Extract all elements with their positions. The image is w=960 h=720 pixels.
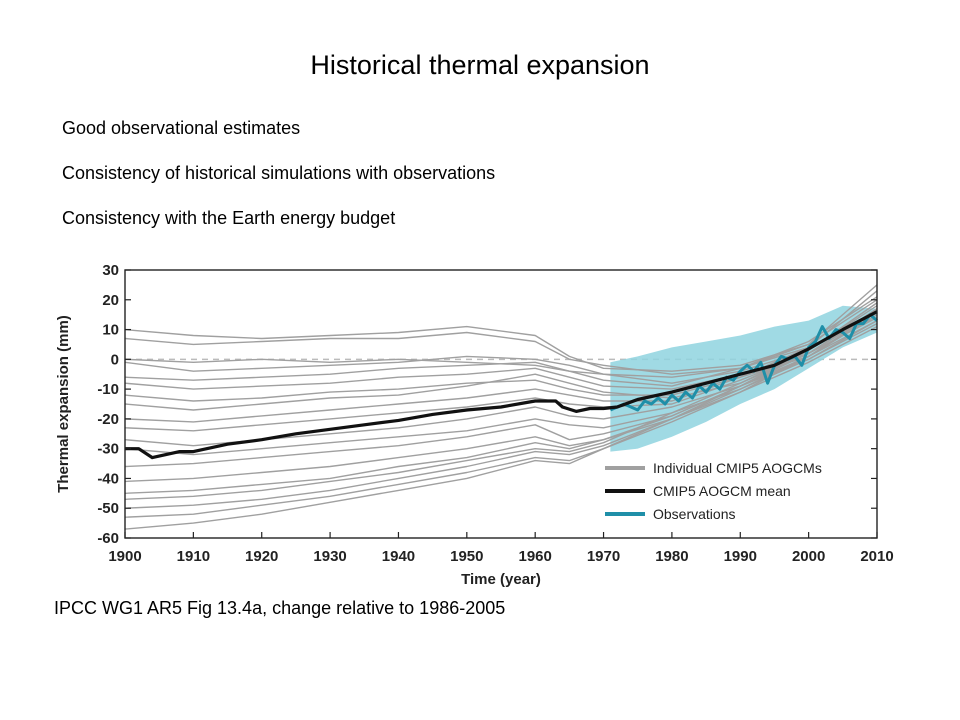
x-tick-label: 1950 [450, 548, 483, 565]
x-tick-label: 1940 [382, 548, 415, 565]
model-line-16 [124, 308, 878, 500]
x-axis-label: Time (year) [461, 571, 541, 588]
x-tick-label: 1980 [655, 548, 688, 565]
x-tick-label: 1960 [518, 548, 551, 565]
y-tick-label: -50 [97, 500, 119, 517]
y-tick-label: -30 [97, 441, 119, 458]
figure-caption: IPCC WG1 AR5 Fig 13.4a, change relative … [54, 598, 506, 618]
model-line-18 [124, 311, 878, 518]
x-tick-label: 1970 [587, 548, 620, 565]
model-line-10 [124, 311, 878, 432]
bullet-energy-budget: Consistency with the Earth energy budget [62, 208, 396, 228]
model-line-19 [124, 302, 878, 530]
y-tick-label: -60 [97, 530, 119, 547]
x-tick-label: 1920 [245, 548, 278, 565]
y-tick-label: 10 [102, 322, 119, 339]
x-tick-label: 1900 [108, 548, 141, 565]
legend-label-1: Individual CMIP5 AOGCMs [653, 460, 822, 476]
slide-title: Historical thermal expansion [310, 50, 650, 80]
observations-line [609, 313, 878, 412]
x-tick-label: 2010 [860, 548, 893, 565]
plot-frame [124, 269, 878, 539]
y-tick-label: -40 [97, 470, 119, 487]
legend-label-2: CMIP5 AOGCM mean [653, 483, 791, 499]
y-tick-label: 30 [102, 262, 119, 279]
model-mean-line [125, 310, 878, 460]
model-line-2 [124, 284, 878, 372]
y-tick-label: 20 [102, 292, 119, 309]
y-tick-label: 0 [111, 351, 119, 368]
y-tick-label: -10 [97, 381, 119, 398]
x-tick-label: 1990 [724, 548, 757, 565]
bullet-historical-simulations: Consistency of historical simulations wi… [62, 163, 496, 183]
y-tick-label: -20 [97, 411, 119, 428]
model-line-9 [124, 316, 878, 423]
legend-label-3: Observations [653, 506, 735, 522]
x-tick-label: 1930 [313, 548, 346, 565]
model-line-5 [124, 299, 878, 387]
model-line-17 [124, 319, 878, 509]
y-axis-label: Thermal expansion (mm) [55, 315, 72, 493]
x-tick-label: 2000 [792, 548, 825, 565]
bullet-observational-estimates: Good observational estimates [62, 118, 301, 138]
x-tick-label: 1910 [177, 548, 210, 565]
